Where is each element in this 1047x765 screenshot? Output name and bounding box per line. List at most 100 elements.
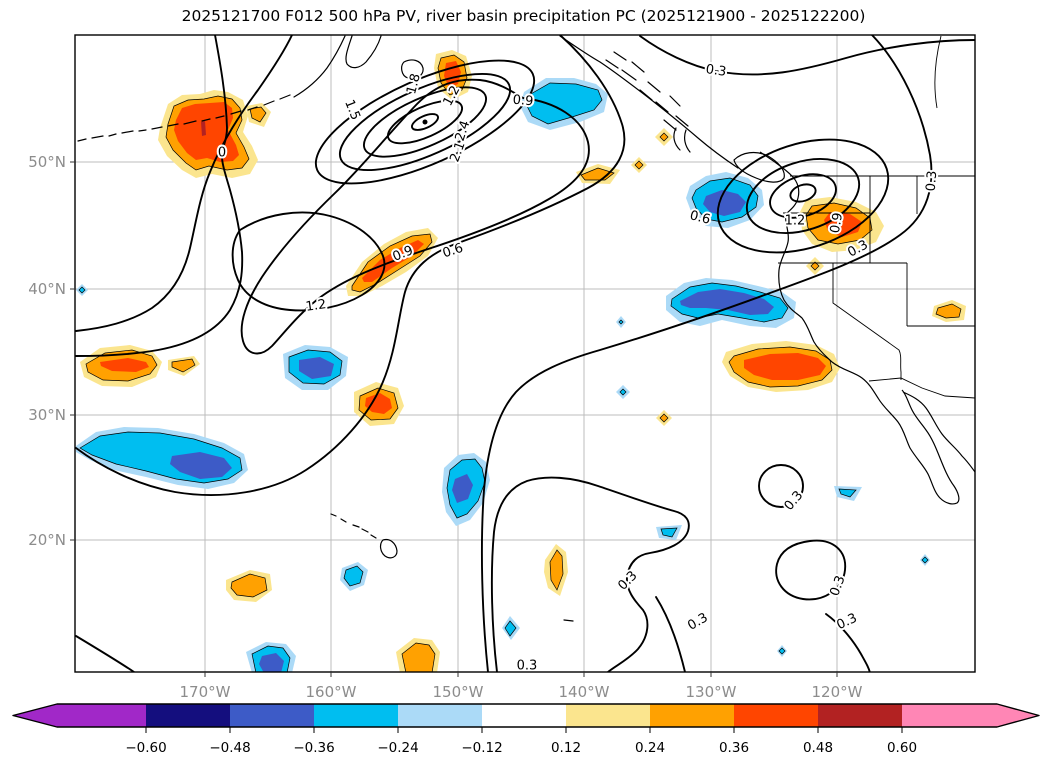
gridlines — [75, 35, 975, 672]
contour-line-0.3 — [490, 476, 690, 672]
state-borders — [778, 35, 975, 399]
positive-anomaly-region — [810, 261, 820, 271]
colorbar-segment — [314, 704, 398, 727]
colorbar-tick-label: −0.12 — [461, 740, 502, 756]
negative-anomaly-region — [921, 556, 929, 564]
contour-label: 0.6 — [688, 208, 712, 228]
negative-anomaly-region — [618, 319, 624, 325]
contour-line-0.6 — [75, 35, 293, 332]
contour-line-0.6 — [716, 138, 890, 254]
colorbar-tick-label: −0.48 — [209, 740, 250, 756]
positive-anomaly-region — [634, 160, 644, 170]
pv-contour-lines — [75, 35, 975, 672]
colorbar-tick-label: 0.12 — [551, 740, 581, 756]
negative-anomaly-region — [660, 527, 678, 538]
positive-anomaly-region — [230, 573, 268, 598]
negative-anomaly-region — [504, 620, 517, 637]
contour-line-0.3 — [480, 35, 933, 672]
contour-line-0.9 — [745, 158, 861, 234]
colorbar: −0.60 −0.48 −0.36 −0.24 −0.12 0.12 0.24 0.36 0.4… — [12, 703, 1040, 756]
colorbar-tick-label: −0.24 — [377, 740, 418, 756]
contour-line-0.3 — [758, 464, 804, 508]
contour-line-2.4 — [411, 113, 439, 131]
contour-line-1.2 — [769, 173, 837, 219]
contour-line-1.2 — [231, 211, 386, 312]
negative-anomaly-region — [259, 653, 284, 672]
contour-label: 0.3 — [685, 610, 710, 633]
lon-tick-label: 150°W — [433, 683, 484, 701]
positive-anomaly-region — [249, 106, 267, 123]
negative-anomaly-region — [619, 388, 627, 396]
positive-anomaly-region — [171, 358, 196, 373]
positive-anomaly-region — [744, 353, 826, 380]
positive-anomaly-region — [401, 642, 436, 672]
contour-label: 2.4 — [453, 119, 474, 143]
contour-line-0 — [75, 635, 135, 672]
contour-line-0.3 — [639, 35, 975, 76]
contour-line-0.3 — [655, 596, 686, 672]
contour-line-0 — [75, 35, 244, 357]
coastline-aleutians-alaska — [77, 35, 424, 142]
contour-label: 0.3 — [827, 574, 848, 599]
positive-anomaly-region — [935, 303, 962, 319]
contour-label: 1.8 — [404, 72, 424, 96]
colorbar-tick-label: −0.36 — [293, 740, 334, 756]
lat-tick-label: 50°N — [28, 153, 66, 171]
colorbar-segment — [482, 704, 566, 727]
contour-label: 1.5 — [341, 98, 363, 123]
negative-anomaly-region — [838, 488, 857, 498]
lon-tick-label: 140°W — [559, 683, 610, 701]
negative-anomaly-region — [525, 82, 603, 125]
coastline-west-coast-baja — [759, 151, 975, 505]
positive-anomaly-region — [201, 121, 206, 136]
basemap — [77, 35, 975, 622]
contour-label: 0.3 — [834, 611, 859, 633]
colorbar-tick-label: −0.60 — [125, 740, 166, 756]
lon-tick-label: 170°W — [180, 683, 231, 701]
negative-anomaly-region — [78, 286, 86, 294]
contour-label: 0.3 — [705, 62, 728, 80]
colorbar-segment — [566, 704, 650, 727]
negative-anomaly-region — [343, 565, 364, 587]
contour-line-0.9 — [240, 78, 590, 355]
contour-label: 0.9 — [512, 93, 534, 110]
lon-tick-label: 130°W — [686, 683, 737, 701]
contour-label: 0 — [218, 146, 226, 161]
map-frame — [74, 34, 976, 673]
colorbar-segment — [650, 704, 734, 727]
colorbar-segment — [230, 704, 314, 727]
contour-label: 0.3 — [517, 659, 538, 674]
positive-anomaly-region — [549, 549, 564, 591]
shaded-anomaly-regions — [76, 50, 966, 672]
contour-label: 1.2 — [305, 297, 328, 315]
negative-anomaly-region — [778, 647, 786, 655]
colorbar-tick-label: 0.36 — [719, 740, 749, 756]
negative-anomaly-region — [680, 289, 774, 315]
lat-tick-label: 40°N — [28, 280, 66, 298]
contour-label: 0.9 — [828, 212, 846, 235]
plot-title: 2025121700 F012 500 hPa PV, river basin … — [181, 7, 866, 25]
lon-tick-label: 120°W — [812, 683, 863, 701]
colorbar-segment — [818, 704, 902, 727]
colorbar-segment — [398, 704, 482, 727]
colorbar-tick-label: 0.60 — [887, 740, 917, 756]
contour-label: 1.2 — [785, 214, 806, 229]
coastline-hawaii — [330, 513, 574, 622]
colorbar-segment — [734, 704, 818, 727]
lon-tick-label: 160°W — [306, 683, 357, 701]
colorbar-tick-label: 0.24 — [635, 740, 665, 756]
contour-line-2.1 — [387, 99, 463, 145]
contour-line-0.3 — [775, 539, 846, 601]
coastline-vancouver-island — [733, 151, 785, 183]
lat-tick-label: 20°N — [28, 531, 66, 549]
positive-anomaly-region — [365, 393, 392, 414]
colorbar-tick-label: 0.48 — [803, 740, 833, 756]
contour-line-0.3 — [825, 613, 871, 672]
negative-anomaly-region — [299, 357, 334, 379]
contour-line-1.2 — [314, 59, 536, 185]
colorbar-segment — [902, 704, 1039, 727]
axis-tick-labels: 170°W 160°W 150°W 140°W 130°W 120°W 50°N 40°N 30… — [28, 153, 862, 701]
contour-line-max — [422, 119, 428, 125]
